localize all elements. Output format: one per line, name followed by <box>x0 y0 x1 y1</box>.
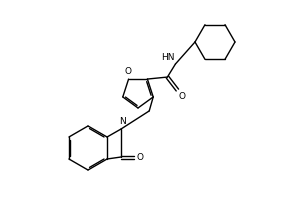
Text: O: O <box>136 153 143 162</box>
Text: O: O <box>124 67 131 76</box>
Text: N: N <box>119 117 125 126</box>
Text: HN: HN <box>161 53 174 62</box>
Text: O: O <box>178 92 185 101</box>
